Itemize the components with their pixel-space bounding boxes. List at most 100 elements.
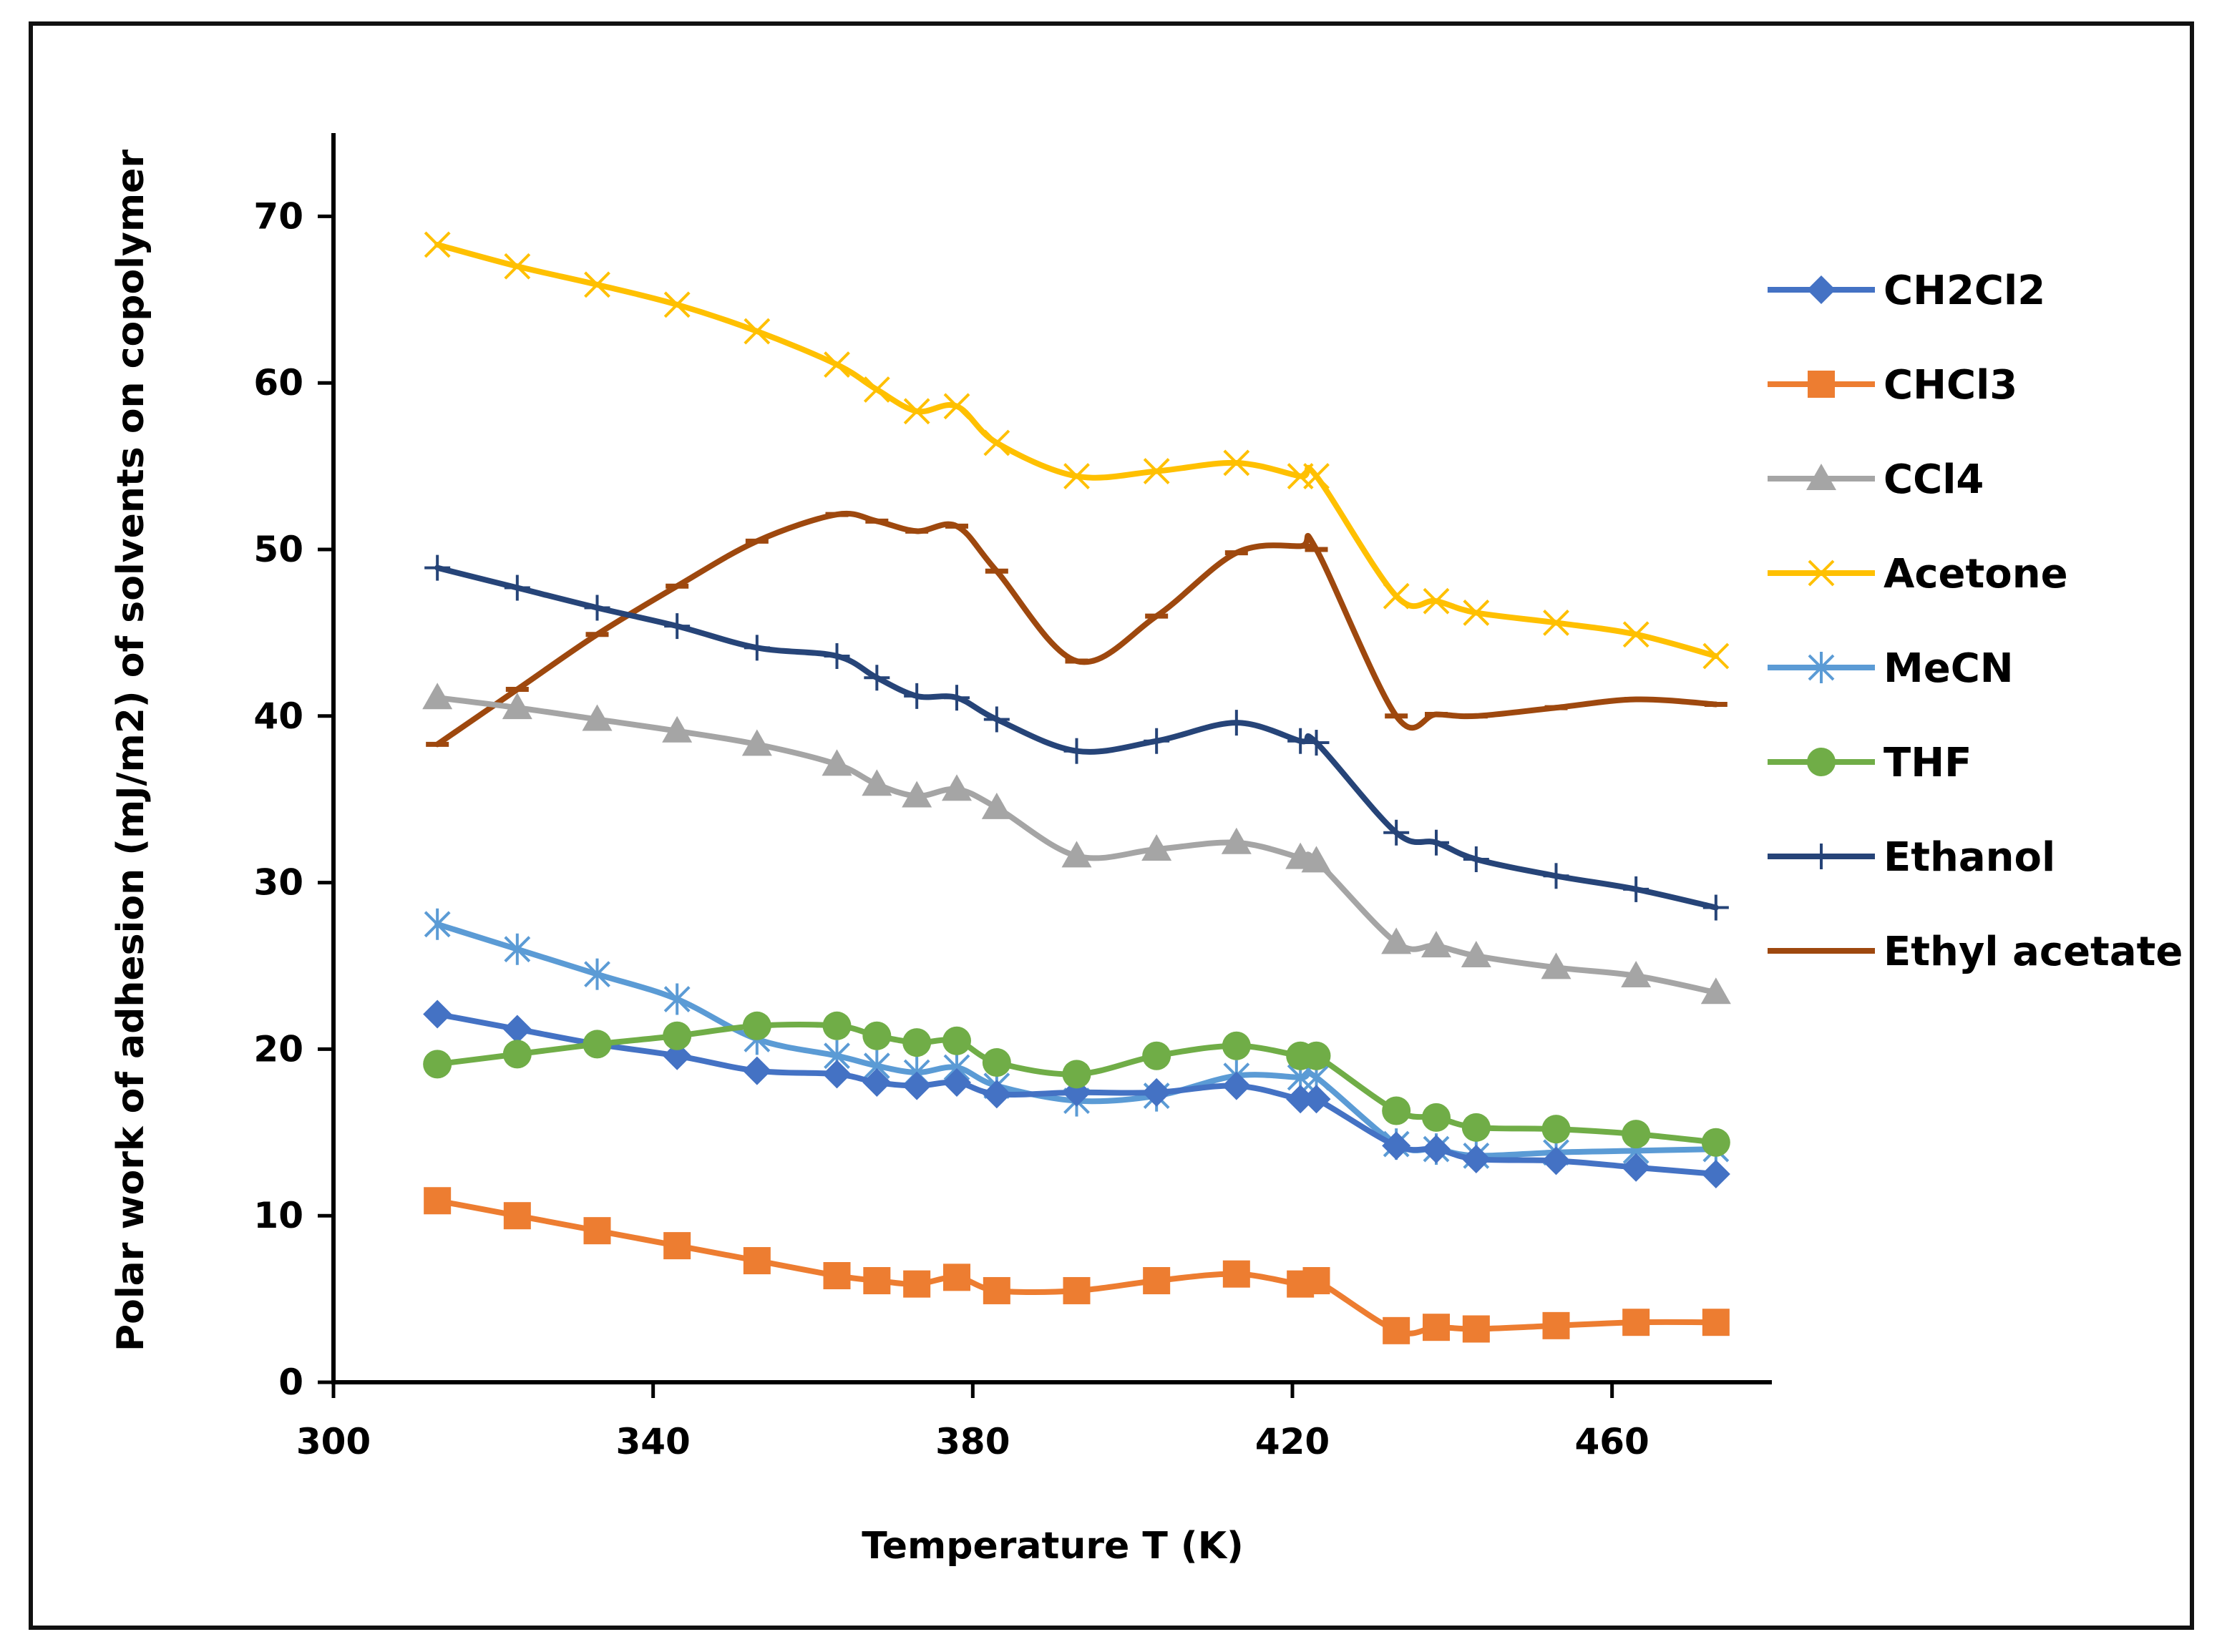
data-point-ethanol xyxy=(1623,876,1649,902)
data-point-acetone xyxy=(824,351,850,378)
data-point-acetone xyxy=(1622,621,1649,648)
data-point-ccl4 xyxy=(981,792,1012,819)
data-point-chcl3 xyxy=(823,1262,851,1290)
data-point-ethanol xyxy=(904,683,930,709)
data-point-ch2cl2 xyxy=(1382,1131,1411,1160)
data-point-ccl4 xyxy=(942,774,972,801)
data-point-ccl4 xyxy=(1421,931,1451,958)
data-point-chcl3 xyxy=(503,1202,531,1230)
data-point-acetone xyxy=(1423,587,1450,615)
data-point-ch2cl2 xyxy=(742,1056,771,1085)
data-point-thf xyxy=(1701,1128,1730,1157)
data-point-chcl3 xyxy=(983,1276,1010,1304)
data-point-acetone xyxy=(1383,582,1410,610)
data-point-ccl4 xyxy=(1541,952,1571,979)
data-point-acetone xyxy=(1143,458,1170,484)
series-ch2cl2 xyxy=(423,999,1730,1188)
y-tick-label: 0 xyxy=(278,1362,303,1403)
x-tick-label: 460 xyxy=(1574,1421,1649,1462)
data-point-ch2cl2 xyxy=(1222,1071,1251,1100)
data-point-thf xyxy=(1302,1041,1331,1070)
data-point-ch2cl2 xyxy=(1142,1077,1171,1107)
data-point-acetone xyxy=(584,271,610,298)
data-point-thf xyxy=(822,1011,852,1040)
data-point-ethanol xyxy=(1383,819,1410,846)
x-axis-title: Temperature T (K) xyxy=(862,1525,1244,1568)
data-point-ch2cl2 xyxy=(1422,1135,1451,1164)
data-point-thf xyxy=(742,1011,771,1040)
data-point-thf xyxy=(583,1030,612,1059)
legend-marker-chcl3 xyxy=(1808,371,1835,398)
data-point-ccl4 xyxy=(862,769,892,796)
data-point-ch2cl2 xyxy=(902,1071,932,1100)
data-point-ethanol xyxy=(983,706,1010,733)
data-point-ccl4 xyxy=(1621,960,1652,987)
data-point-thf xyxy=(982,1048,1011,1077)
y-tick-label: 40 xyxy=(253,695,303,737)
data-point-chcl3 xyxy=(583,1217,611,1245)
data-point-acetone xyxy=(863,376,890,403)
series-ccl4 xyxy=(422,683,1731,1005)
data-point-ccl4 xyxy=(902,781,932,808)
data-point-chcl3 xyxy=(1143,1266,1171,1294)
data-point-ccl4 xyxy=(662,715,693,743)
data-point-acetone xyxy=(943,393,970,420)
data-point-thf xyxy=(1062,1060,1091,1089)
data-point-ccl4 xyxy=(1141,834,1172,861)
y-tick-label: 50 xyxy=(253,529,303,570)
series-chcl3 xyxy=(424,1187,1730,1344)
legend-item-thf: THF xyxy=(1768,740,1972,786)
x-tick-label: 340 xyxy=(615,1421,690,1462)
data-point-ethanol xyxy=(864,665,890,691)
data-point-acetone xyxy=(1543,610,1569,636)
data-point-thf xyxy=(862,1021,892,1050)
data-point-chcl3 xyxy=(943,1264,970,1291)
data-point-ethanol xyxy=(944,685,970,711)
data-point-chcl3 xyxy=(743,1247,771,1275)
legend-marker-acetone xyxy=(1808,559,1835,587)
legend-marker-ccl4 xyxy=(1806,464,1836,490)
data-point-chcl3 xyxy=(1222,1260,1250,1288)
data-point-mecn xyxy=(663,983,691,1015)
data-point-chcl3 xyxy=(1622,1309,1650,1336)
legend-item-ethanol: Ethanol xyxy=(1768,834,2055,881)
data-point-thf xyxy=(1461,1113,1491,1142)
data-point-ethanol xyxy=(1063,738,1090,764)
y-tick-label: 10 xyxy=(253,1195,303,1236)
data-point-ccl4 xyxy=(1461,941,1491,968)
legend-item-ch2cl2: CH2Cl2 xyxy=(1768,268,2045,314)
axes: 0 10 20 30 40 50 60 70 300 340 380 420 460 xyxy=(253,133,1772,1462)
data-point-ethanol xyxy=(584,595,610,621)
data-point-ccl4 xyxy=(1381,927,1412,954)
x-tick-label: 420 xyxy=(1255,1421,1330,1462)
data-point-ccl4 xyxy=(741,729,772,756)
data-point-ethanol xyxy=(664,613,691,640)
data-point-acetone xyxy=(424,231,451,258)
legend-marker-thf xyxy=(1807,748,1836,776)
data-point-ethanol xyxy=(1223,710,1249,736)
y-tick-label: 30 xyxy=(253,862,303,904)
data-point-ch2cl2 xyxy=(663,1041,692,1070)
data-point-ethanol xyxy=(1543,863,1569,889)
data-point-ccl4 xyxy=(502,693,532,720)
data-point-chcl3 xyxy=(1542,1311,1570,1339)
legend-label-acetone: Acetone xyxy=(1884,551,2068,597)
data-point-chcl3 xyxy=(1423,1314,1450,1341)
legend-label-ethanol: Ethanol xyxy=(1884,834,2055,881)
plot-area xyxy=(422,231,1731,1344)
data-point-mecn xyxy=(424,908,451,940)
data-point-chcl3 xyxy=(1063,1276,1091,1304)
legend-label-ch2cl2: CH2Cl2 xyxy=(1884,268,2045,314)
data-point-thf xyxy=(502,1040,532,1069)
x-tick-label: 380 xyxy=(935,1421,1010,1462)
data-point-ethanol xyxy=(1423,829,1449,856)
series-ethyl-acetate xyxy=(426,511,1727,748)
data-point-ethanol xyxy=(824,642,850,669)
series-thf xyxy=(423,1011,1730,1157)
data-point-acetone xyxy=(983,429,1010,456)
data-point-ccl4 xyxy=(1700,977,1731,1005)
data-point-chcl3 xyxy=(663,1232,691,1260)
legend-label-ethyl-acetate: Ethyl acetate xyxy=(1884,929,2183,975)
data-point-ccl4 xyxy=(822,749,852,776)
data-point-chcl3 xyxy=(424,1187,452,1215)
